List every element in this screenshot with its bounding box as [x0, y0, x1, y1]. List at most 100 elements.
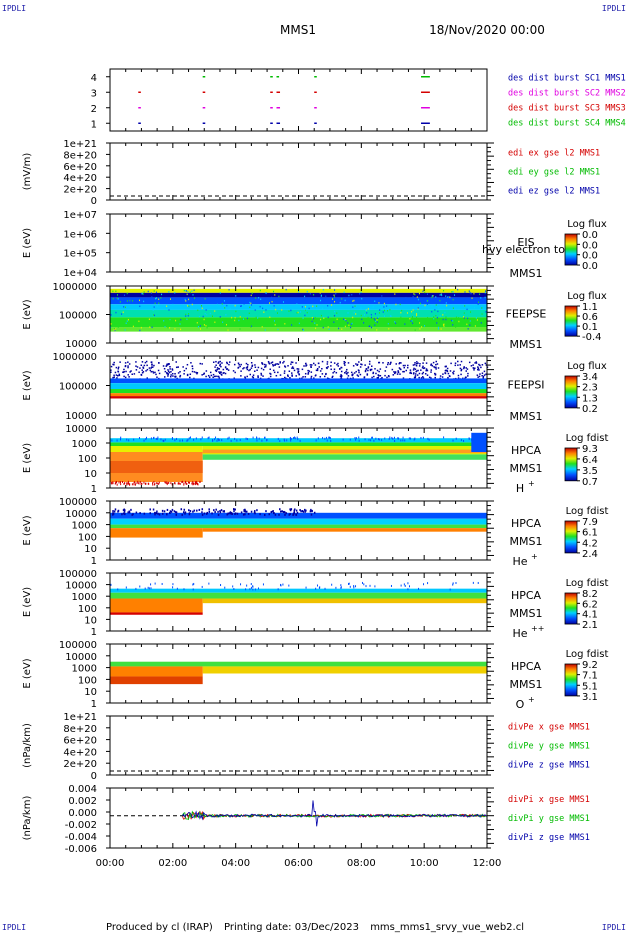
y-tick-label: -0.002 [65, 820, 97, 831]
y-tick-label: 1 [91, 699, 97, 710]
species-label: O [516, 698, 525, 711]
colorbar-tick-label: 0.0 [582, 230, 598, 241]
y-tick-label: 1000 [72, 439, 97, 450]
y-tick-label: 0 [91, 771, 97, 782]
colorbar [564, 663, 578, 697]
y-tick-label: 100 [78, 604, 97, 615]
y-axis-label: E (eV) [22, 587, 33, 617]
y-tick-label: 10000 [65, 581, 97, 592]
colorbar-tick-label: 6.4 [582, 455, 598, 466]
instrument-label: HPCA [511, 660, 542, 673]
y-tick-label: 0.000 [68, 808, 97, 819]
y-tick-label: 4 [91, 73, 97, 84]
legend-entry: divPe y gse MMS1 [508, 742, 590, 752]
y-tick-label: 0.004 [68, 784, 97, 795]
species-charge-label: + [531, 552, 538, 561]
x-tick-label: 00:00 [96, 858, 125, 869]
footer-printing-date: Printing date: 03/Dec/2023 [224, 922, 359, 933]
panel-eis: 1e+07 1e+06 1e+05 1e+04 E (eV) EIS MMS1 hvy ele… [22, 210, 607, 280]
y-tick-label: 10000 [65, 424, 97, 435]
panel-hpca_h: 10000 1000 100 10 1 E (eV) HPCA MMS1 H + Log fdist… [22, 424, 608, 495]
colorbar-tick-label: 7.1 [582, 671, 598, 682]
panel-burst: 1 2 3 4 des dist burst SC1 MMS1 des dist burs… [91, 68, 626, 132]
y-tick-label: 1000 [72, 664, 97, 675]
y-tick-label: 10 [84, 615, 97, 626]
colorbar-title: Log flux [567, 291, 607, 302]
y-tick-label: 10000 [65, 339, 97, 350]
colorbar-tick-label: 2.4 [582, 549, 598, 560]
panel-feepse: 1000000 100000 10000 E (eV) FEEPSE MMS1 Log fl… [22, 282, 607, 351]
y-tick-label: 2e+20 [63, 759, 97, 770]
species-label: He [512, 627, 527, 640]
y-tick-label: 1e+06 [63, 229, 97, 240]
colorbar-tick-label: 1.3 [582, 393, 598, 404]
colorbar-tick-label: 7.9 [582, 517, 598, 528]
y-tick-label: -0.004 [65, 832, 97, 843]
y-tick-label: 1000000 [52, 352, 97, 363]
y-tick-label: 4e+20 [63, 173, 97, 184]
y-tick-label: 100000 [59, 311, 97, 322]
y-tick-label: 100000 [59, 497, 97, 508]
mission-label: MMS1 [510, 607, 543, 620]
y-axis-label: (mV/m) [22, 153, 33, 191]
legend-entry: edi ey gse l2 MMS1 [508, 168, 600, 178]
legend-entry: divPi y gse MMS1 [508, 814, 590, 824]
y-tick-label: 10000 [65, 509, 97, 520]
species-label: H [516, 482, 524, 495]
colorbar [564, 233, 578, 266]
plot-date: 18/Nov/2020 00:00 [429, 23, 545, 37]
y-tick-label: -0.006 [65, 844, 97, 855]
y-tick-label: 1e+21 [63, 139, 97, 150]
colorbar-tick-label: 3.5 [582, 466, 598, 477]
colorbar-tick-label: 0.6 [582, 312, 598, 323]
colorbar-tick-label: 6.2 [582, 599, 598, 610]
overlay-label: hvy electron to [482, 243, 565, 256]
colorbar [564, 447, 578, 482]
y-tick-label: 4e+20 [63, 747, 97, 758]
legend-entry: divPi x gse MMS1 [508, 795, 590, 805]
y-tick-label: 1 [91, 556, 97, 567]
mission-label: MMS1 [510, 535, 543, 548]
colorbar [564, 592, 578, 625]
colorbar-tick-label: 0.0 [582, 240, 598, 251]
colorbar-tick-label: 4.2 [582, 538, 598, 549]
panel-frame [109, 213, 488, 273]
y-axis-label: E (eV) [22, 228, 33, 258]
y-tick-label: 8e+20 [63, 724, 97, 735]
y-tick-label: 2e+20 [63, 185, 97, 196]
colorbar-tick-label: 0.7 [582, 477, 598, 488]
y-tick-label: 1e+07 [63, 210, 97, 221]
y-tick-label: 1e+05 [63, 249, 97, 260]
instrument-label: HPCA [511, 517, 542, 530]
colorbar-tick-label: 5.1 [582, 681, 598, 692]
instrument-label: HPCA [511, 444, 542, 457]
footer-produced-by: Produced by cl (IRAP) [106, 922, 213, 933]
colorbar-title: Log fdist [566, 578, 609, 589]
colorbar-tick-label: 9.2 [582, 660, 598, 671]
y-tick-label: 1 [91, 484, 97, 495]
y-tick-label: 3 [91, 88, 97, 99]
mission-label: MMS1 [510, 267, 543, 280]
y-tick-label: 10000 [65, 411, 97, 422]
y-tick-label: 1 [91, 627, 97, 638]
corner-label-top-left: IPDLI [2, 4, 27, 13]
y-tick-label: 1e+04 [63, 268, 97, 279]
species-label: He [512, 555, 527, 568]
colorbar-title: Log flux [567, 219, 607, 230]
y-tick-label: 1000 [72, 521, 97, 532]
corner-label-top-right: IPDLI [601, 4, 626, 13]
legend-entry: edi ez gse l2 MMS1 [508, 187, 600, 197]
panel-frame [109, 715, 488, 776]
x-tick-label: 08:00 [347, 858, 376, 869]
time-axis: 00:00 02:00 04:00 06:00 08:00 10:00 12:00 [96, 858, 502, 869]
y-tick-label: 100000 [59, 640, 97, 651]
x-tick-label: 12:00 [473, 858, 502, 869]
y-tick-label: 8e+20 [63, 150, 97, 161]
colorbar-tick-label: 0.0 [582, 261, 598, 272]
